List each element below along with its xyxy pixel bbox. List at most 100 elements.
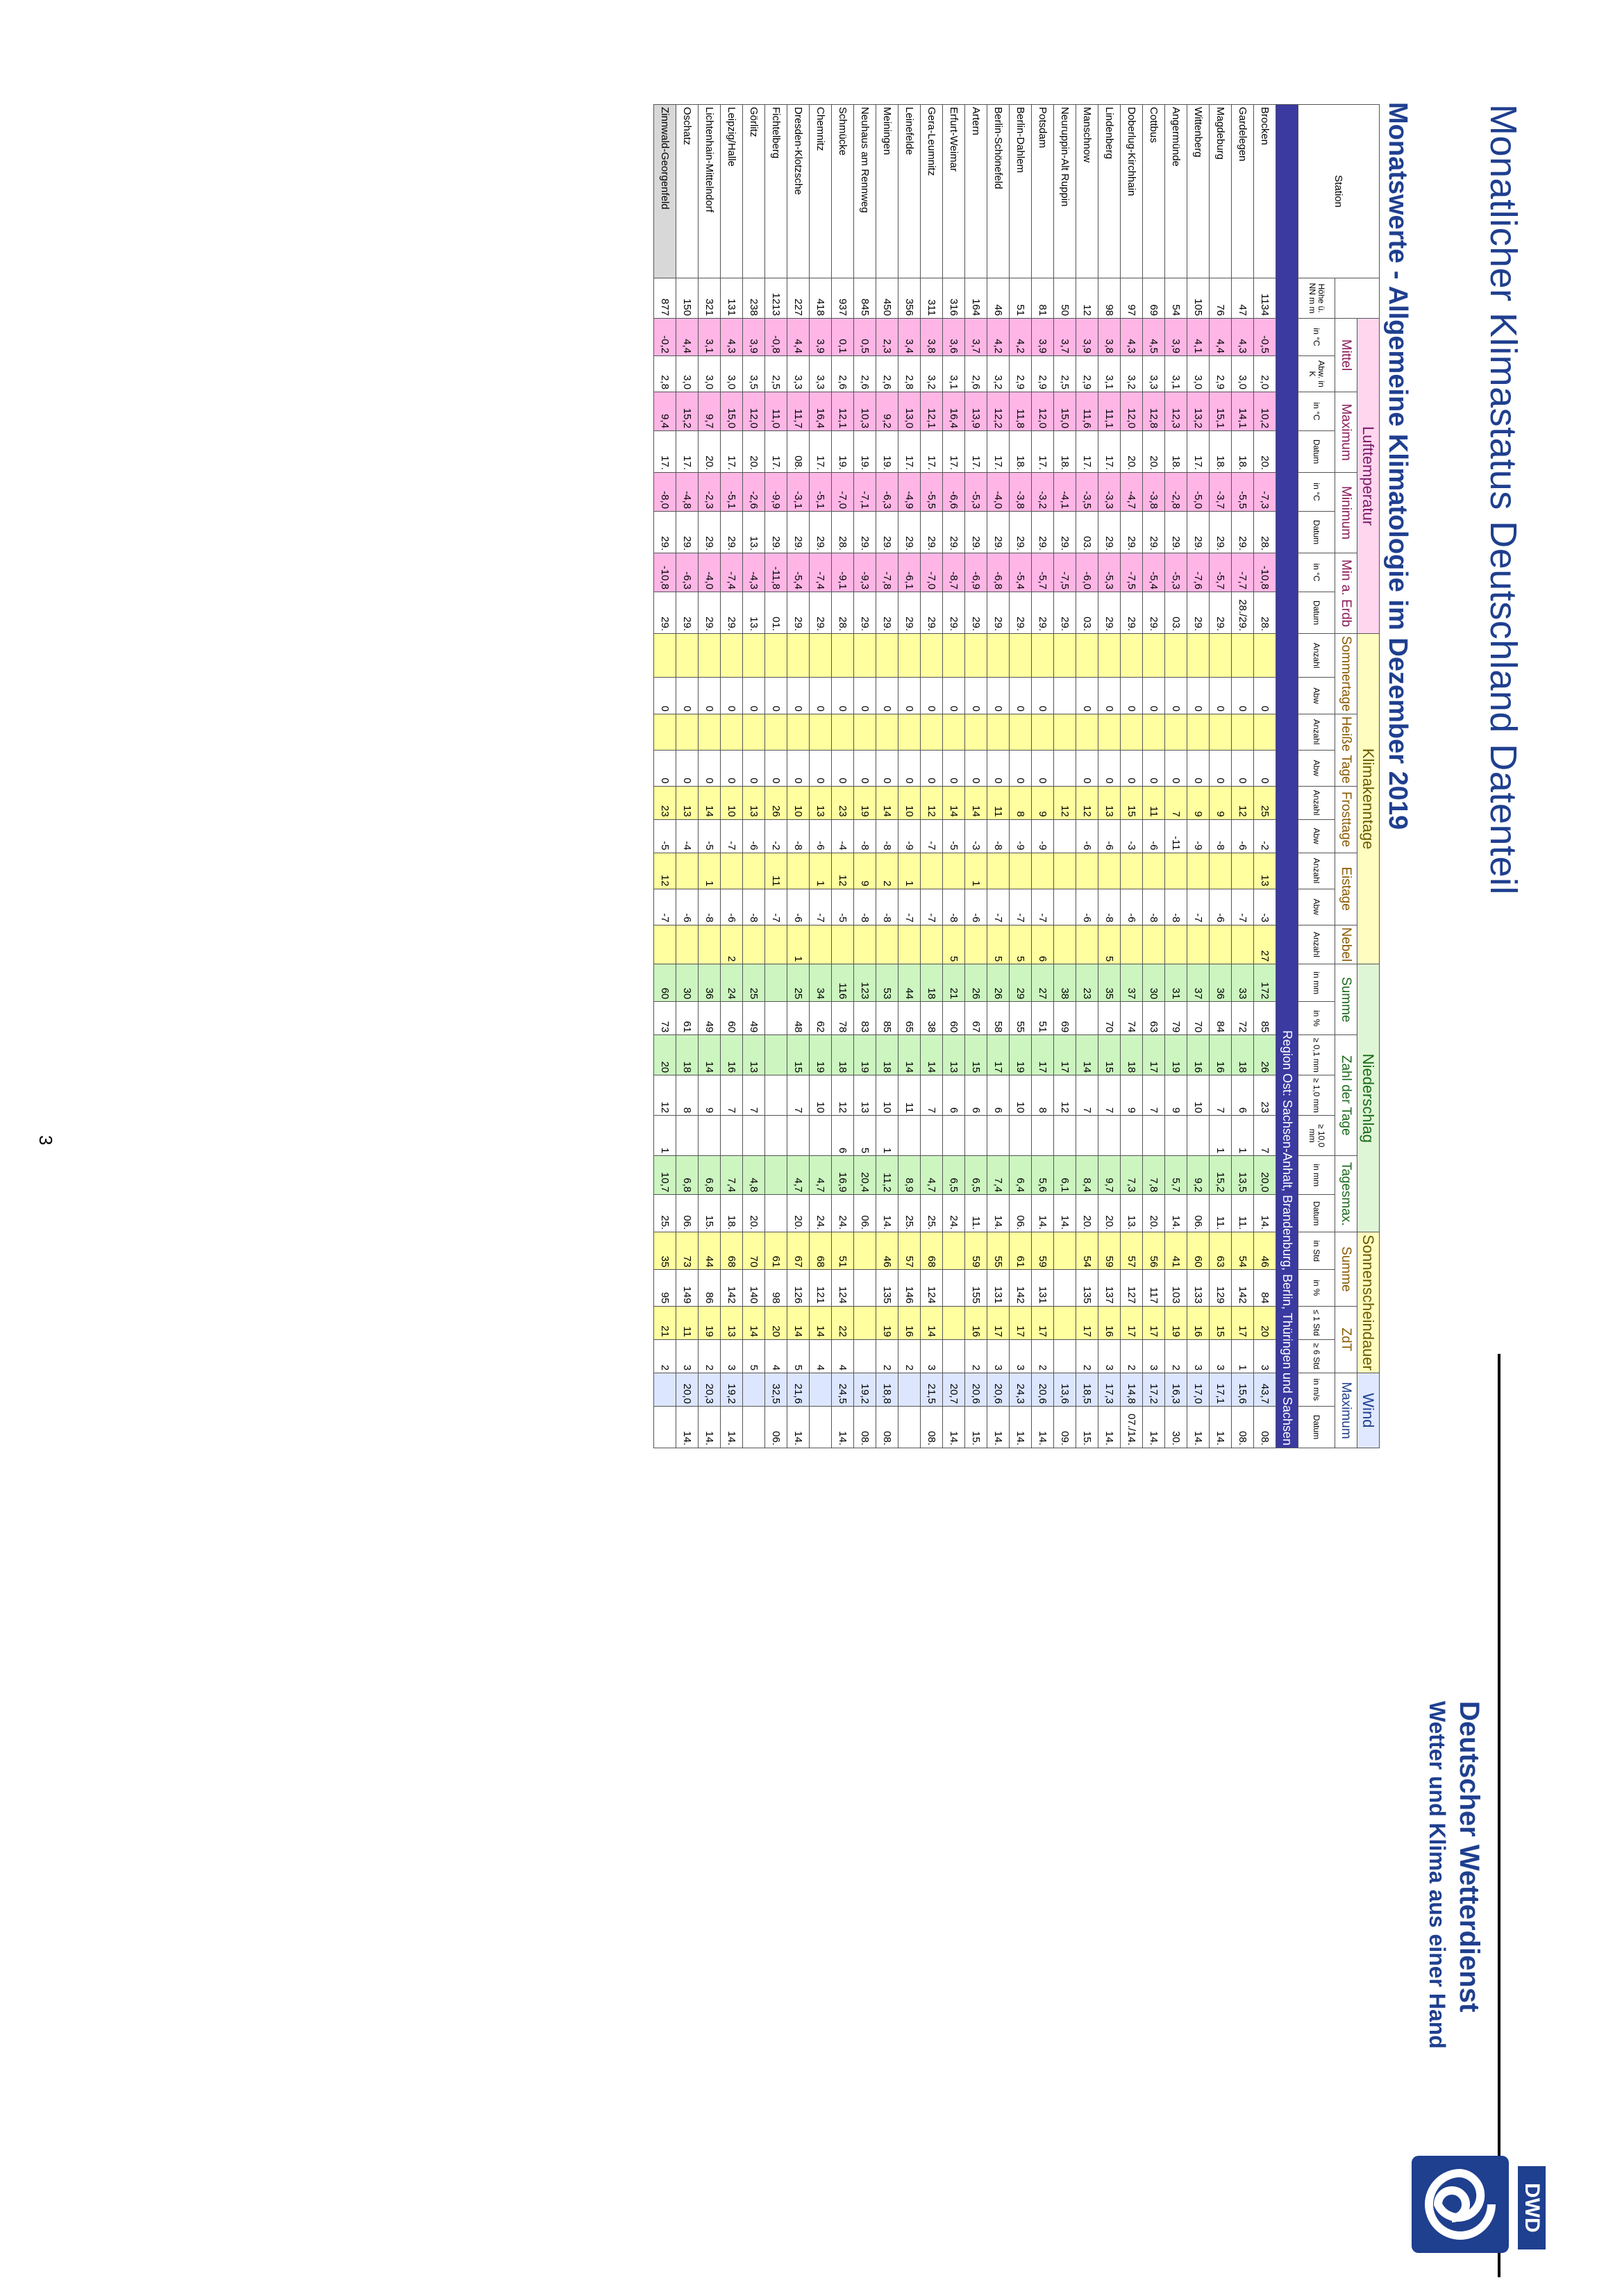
- data-cell: -8: [1098, 889, 1121, 925]
- data-cell: [1053, 1115, 1076, 1156]
- data-cell: 0: [720, 750, 743, 787]
- data-cell: 0: [942, 677, 965, 714]
- data-cell: 10: [876, 1075, 898, 1116]
- data-cell: 12,0: [1120, 392, 1143, 431]
- data-cell: -3,8: [1142, 472, 1165, 512]
- data-cell: -2: [1253, 819, 1276, 853]
- data-cell: 20.: [1076, 1194, 1098, 1232]
- data-cell: 0: [1253, 750, 1276, 787]
- data-cell: 155: [964, 1269, 987, 1307]
- station-name: Brocken: [1253, 104, 1276, 278]
- subheader-nebel: Nebel: [1335, 925, 1357, 964]
- data-cell: [1231, 925, 1254, 964]
- data-cell: 28./29.: [1231, 592, 1254, 634]
- data-cell: 69: [1053, 1001, 1076, 1035]
- data-cell: 29.: [898, 511, 921, 553]
- data-cell: 3,8: [1098, 318, 1121, 356]
- data-cell: 18,5: [1076, 1373, 1098, 1407]
- data-cell: 9,2: [876, 392, 898, 431]
- data-cell: 29.: [1098, 511, 1121, 553]
- data-cell: 25: [1253, 786, 1276, 820]
- data-cell: 85: [1253, 1001, 1276, 1035]
- data-cell: 5: [1009, 925, 1032, 964]
- data-cell: -11: [1164, 819, 1187, 853]
- data-cell: 36: [1209, 964, 1232, 1002]
- station-name: Oschatz: [676, 104, 699, 278]
- data-cell: -6,6: [942, 472, 965, 512]
- data-cell: 13.: [1120, 1194, 1143, 1232]
- data-cell: -5,4: [787, 553, 810, 592]
- data-cell: [698, 714, 721, 751]
- table-row: Lichtenhain-Mittelndorf 321 3,1 3,0 9,7 20. -2…: [698, 104, 721, 1448]
- data-cell: 18: [831, 1034, 854, 1075]
- data-cell: 17: [1142, 1306, 1165, 1340]
- unit-header: Datum: [1298, 430, 1335, 473]
- data-cell: 14.: [787, 1406, 810, 1448]
- data-cell: 3,9: [1076, 318, 1098, 356]
- data-cell: 29.: [1031, 511, 1054, 553]
- data-cell: 12: [831, 853, 854, 889]
- unit-header: Datum: [1298, 592, 1335, 634]
- data-cell: 17.: [676, 430, 699, 473]
- data-cell: -5,3: [964, 472, 987, 512]
- data-cell: [764, 1115, 787, 1156]
- data-cell: 12,2: [987, 392, 1010, 431]
- data-cell: 20,3: [698, 1373, 721, 1407]
- data-cell: [764, 1194, 787, 1232]
- data-cell: 17,2: [1142, 1373, 1165, 1407]
- table-row: Leipzig/Halle 131 4,3 3,0 15,0 17. -5,1 29. -7,4…: [720, 104, 743, 1448]
- data-cell: 19.: [876, 430, 898, 473]
- unit-header: ≥ 10,0 mm: [1298, 1115, 1335, 1156]
- data-cell: 4,3: [1120, 318, 1143, 356]
- data-cell: 84: [1209, 1001, 1232, 1035]
- data-cell: [920, 925, 943, 964]
- data-cell: 13: [1253, 853, 1276, 889]
- data-cell: 09.: [1053, 1406, 1076, 1448]
- data-cell: [1053, 1232, 1076, 1270]
- table-row: Berlin-Dahlem 51 4,2 2,9 11,8 18. -3,8 29. -5,4 2…: [1009, 104, 1032, 1448]
- data-cell: 6: [1231, 1075, 1254, 1116]
- data-cell: 29.: [787, 511, 810, 553]
- data-cell: 3: [1187, 1339, 1210, 1373]
- station-name: Manschnow: [1076, 104, 1098, 278]
- data-cell: -7: [920, 889, 943, 925]
- data-cell: 0: [742, 677, 765, 714]
- data-cell: 14: [942, 786, 965, 820]
- data-cell: -6,8: [987, 553, 1010, 592]
- data-cell: 29.: [653, 511, 676, 553]
- data-cell: 0: [1187, 677, 1210, 714]
- data-cell: [876, 714, 898, 751]
- data-cell: 1: [1231, 1115, 1254, 1156]
- data-cell: 2,8: [653, 355, 676, 392]
- data-cell: 19: [1164, 1306, 1187, 1340]
- data-cell: -0,2: [653, 318, 676, 356]
- data-cell: 7: [787, 1075, 810, 1116]
- data-cell: -3,7: [1209, 472, 1232, 512]
- data-cell: -6: [787, 889, 810, 925]
- data-cell: 0: [764, 677, 787, 714]
- data-cell: 58: [987, 1001, 1010, 1035]
- data-cell: -6: [1098, 819, 1121, 853]
- data-cell: 418: [809, 278, 832, 319]
- data-cell: [787, 1115, 810, 1156]
- data-cell: 14.: [831, 1406, 854, 1448]
- data-cell: -8,7: [942, 553, 965, 592]
- data-cell: [964, 1115, 987, 1156]
- data-cell: 11: [898, 1075, 921, 1116]
- data-cell: [876, 925, 898, 964]
- data-cell: -6: [742, 819, 765, 853]
- data-cell: 131: [720, 278, 743, 319]
- data-cell: 43,7: [1253, 1373, 1276, 1407]
- subheader-heisse: Heiße Tage: [1335, 714, 1357, 787]
- data-cell: [698, 1115, 721, 1156]
- data-cell: 14: [1076, 1034, 1098, 1075]
- data-cell: 84: [1253, 1269, 1276, 1307]
- data-cell: 29.: [809, 592, 832, 634]
- data-cell: 0: [764, 750, 787, 787]
- data-cell: 38: [920, 1001, 943, 1035]
- subheader-tagesmax: Tagesmax.: [1335, 1155, 1357, 1232]
- unit-header: ≥ 6 Std: [1298, 1339, 1335, 1373]
- data-cell: 3,4: [898, 318, 921, 356]
- data-cell: 5: [853, 1115, 876, 1156]
- data-cell: 3,9: [1031, 318, 1054, 356]
